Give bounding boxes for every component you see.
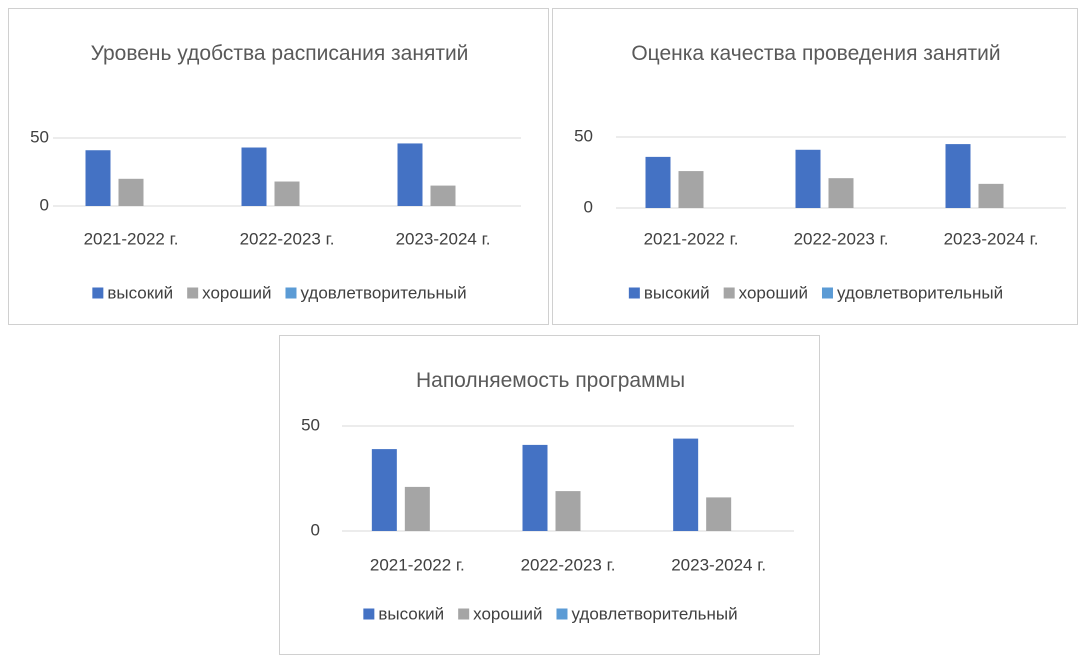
- x-tick-label: 2023-2024 г.: [396, 229, 491, 248]
- chart: 0 50 2021-2022 г. 2022-2023 г. 2023-2024 г. в…: [574, 126, 1066, 302]
- bar: [430, 185, 456, 206]
- y-tick-label: 0: [584, 197, 593, 216]
- chart-panel: Уровень удобства расписания занятий 0 50 20…: [8, 8, 549, 325]
- bar: [404, 486, 430, 531]
- legend-label: хороший: [202, 283, 271, 302]
- legend-swatch: [458, 608, 470, 620]
- y-tick-label: 0: [311, 520, 320, 539]
- bar: [85, 150, 111, 206]
- bar: [828, 178, 854, 208]
- y-tick-label: 50: [574, 126, 593, 145]
- bar: [371, 449, 397, 531]
- bar: [274, 181, 300, 206]
- bar: [673, 438, 699, 531]
- bar: [241, 147, 267, 206]
- x-tick-label: 2023-2024 г.: [671, 555, 766, 574]
- chart-title: Уровень удобства расписания занятий: [90, 42, 469, 65]
- legend-swatch: [92, 287, 104, 299]
- legend-swatch: [723, 287, 735, 299]
- x-tick-label: 2021-2022 г.: [84, 229, 179, 248]
- legend-swatch: [187, 287, 199, 299]
- legend-label: хороший: [739, 283, 808, 302]
- y-tick-label: 50: [301, 415, 320, 434]
- chart: 0 50 2021-2022 г. 2022-2023 г. 2023-2024 г. в…: [30, 127, 521, 302]
- bar: [795, 149, 821, 208]
- y-tick-label: 50: [30, 127, 49, 146]
- legend-swatch: [363, 608, 375, 620]
- x-tick-label: 2021-2022 г.: [644, 229, 739, 248]
- legend-label: высокий: [107, 283, 173, 302]
- legend-swatch: [821, 287, 833, 299]
- x-tick-label: 2022-2023 г.: [794, 229, 889, 248]
- bar: [522, 444, 548, 531]
- x-tick-label: 2023-2024 г.: [944, 229, 1039, 248]
- bar: [978, 183, 1004, 208]
- legend-label: высокий: [378, 604, 444, 623]
- chart-title: Наполняемость программы: [415, 369, 686, 392]
- legend-swatch: [628, 287, 640, 299]
- legend-swatch: [285, 287, 297, 299]
- legend-label: удовлетворительный: [571, 604, 737, 623]
- y-tick-label: 0: [40, 195, 49, 214]
- chart-panel: Оценка качества проведения занятий 0 50 202…: [552, 8, 1078, 325]
- legend-label: высокий: [644, 283, 710, 302]
- bar: [945, 144, 971, 208]
- bar: [645, 156, 671, 208]
- chart-title: Оценка качества проведения занятий: [631, 42, 1001, 65]
- bar: [555, 491, 581, 531]
- bar: [678, 171, 704, 208]
- chart: 0 50 2021-2022 г. 2022-2023 г. 2023-2024 г. в…: [301, 415, 794, 623]
- bar: [118, 178, 144, 206]
- x-tick-label: 2022-2023 г.: [521, 555, 616, 574]
- legend-label: удовлетворительный: [300, 283, 466, 302]
- x-tick-label: 2022-2023 г.: [240, 229, 335, 248]
- bar: [397, 143, 423, 206]
- legend-swatch: [556, 608, 568, 620]
- x-tick-label: 2021-2022 г.: [370, 555, 465, 574]
- chart-panel: Наполняемость программы 0 50 2021-2022 г. 20…: [279, 335, 820, 655]
- legend-label: хороший: [473, 604, 542, 623]
- legend-label: удовлетворительный: [837, 283, 1003, 302]
- bar: [706, 497, 732, 531]
